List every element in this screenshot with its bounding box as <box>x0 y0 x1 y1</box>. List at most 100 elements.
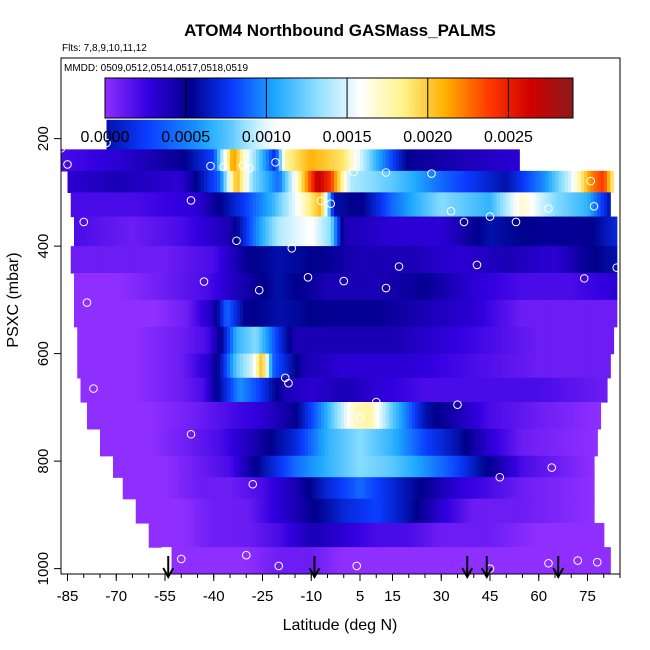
heatmap-cell <box>327 299 332 328</box>
heatmap-cell <box>535 377 540 403</box>
heatmap-cell <box>262 149 267 172</box>
heatmap-cell <box>421 170 426 193</box>
heatmap-cell <box>473 149 478 172</box>
heatmap-cell <box>246 326 251 355</box>
heatmap-cell <box>558 192 563 218</box>
heatmap-cell <box>184 326 189 355</box>
heatmap-cell <box>464 477 468 500</box>
heatmap-cell <box>171 402 176 430</box>
heatmap-cell <box>70 192 75 218</box>
heatmap-cell <box>509 377 514 403</box>
heatmap-cell <box>477 377 481 403</box>
heatmap-cell <box>382 192 387 218</box>
heatmap-cell <box>464 149 468 172</box>
heatmap-cell <box>158 216 163 247</box>
heatmap-cell <box>165 428 169 457</box>
heatmap-cell <box>100 353 104 379</box>
heatmap-cell <box>568 377 572 403</box>
heatmap-cell <box>343 477 348 500</box>
heatmap-cell <box>408 477 413 500</box>
heatmap-cell <box>594 522 598 548</box>
heatmap-cell <box>454 353 459 379</box>
heatmap-cell <box>486 455 491 478</box>
heatmap-cell <box>529 477 533 500</box>
heatmap-cell <box>483 192 488 218</box>
heatmap-cell <box>298 299 303 328</box>
heatmap-cell <box>301 246 306 274</box>
heatmap-cell <box>425 377 429 403</box>
heatmap-cell <box>473 192 478 218</box>
heatmap-cell <box>376 522 381 548</box>
heatmap-cell <box>356 299 361 328</box>
heatmap-cell <box>613 299 618 328</box>
heatmap-cell <box>509 170 514 193</box>
heatmap-cell <box>587 326 592 355</box>
heatmap-cell <box>236 273 241 301</box>
heatmap-cell <box>230 299 234 328</box>
heatmap-cell <box>288 477 293 500</box>
heatmap-cell <box>337 547 342 574</box>
heatmap-cell <box>275 522 280 548</box>
heatmap-cell <box>457 170 462 193</box>
heatmap-cell <box>178 498 182 524</box>
heatmap-cell <box>503 170 507 193</box>
heatmap-cell <box>324 353 329 379</box>
heatmap-cell <box>132 428 137 457</box>
heatmap-cell <box>363 246 368 274</box>
heatmap-cell <box>298 428 303 457</box>
heatmap-cell <box>246 522 251 548</box>
heatmap-cell <box>392 149 397 172</box>
heatmap-cell <box>249 326 254 355</box>
heatmap-cell <box>174 477 179 500</box>
heatmap-cell <box>574 547 579 574</box>
heatmap-cell <box>490 522 494 548</box>
heatmap-cell <box>402 216 407 247</box>
heatmap-cell <box>415 216 420 247</box>
heatmap-cell <box>165 273 169 301</box>
heatmap-cell <box>155 455 160 478</box>
heatmap-cell <box>155 119 160 150</box>
heatmap-cell <box>551 299 556 328</box>
heatmap-cell <box>353 216 358 247</box>
heatmap-cell <box>223 402 228 430</box>
heatmap-cell <box>256 216 260 247</box>
heatmap-cell <box>152 216 156 247</box>
heatmap-cell <box>207 428 212 457</box>
heatmap-cell <box>376 477 381 500</box>
heatmap-cell <box>262 299 267 328</box>
heatmap-cell <box>116 192 121 218</box>
heatmap-cell <box>321 299 325 328</box>
heatmap-cell <box>522 170 527 193</box>
heatmap-cell <box>577 353 582 379</box>
heatmap-cell <box>96 377 101 403</box>
heatmap-cell <box>428 246 433 274</box>
heatmap-cell <box>275 353 280 379</box>
heatmap-cell <box>148 149 153 172</box>
heatmap-cell <box>96 273 101 301</box>
heatmap-cell <box>116 149 121 172</box>
heatmap-cell <box>431 326 436 355</box>
heatmap-cell <box>597 522 602 548</box>
heatmap-cell <box>587 498 592 524</box>
heatmap-cell <box>246 216 251 247</box>
heatmap-cell <box>259 246 264 274</box>
heatmap-cell <box>538 216 543 247</box>
heatmap-cell <box>298 547 303 574</box>
heatmap-cell <box>366 192 371 218</box>
heatmap-cell <box>477 522 481 548</box>
heatmap-cell <box>317 377 322 403</box>
heatmap-cell <box>392 377 397 403</box>
heatmap-cell <box>490 149 494 172</box>
heatmap-cell <box>197 119 202 150</box>
heatmap-cell <box>428 428 433 457</box>
heatmap-cell <box>226 547 231 574</box>
heatmap-cell <box>103 149 108 172</box>
heatmap-cell <box>275 273 280 301</box>
heatmap-cell <box>239 170 244 193</box>
heatmap-cell <box>532 547 537 574</box>
heatmap-cell <box>470 353 475 379</box>
heatmap-cell <box>347 377 351 403</box>
heatmap-cell <box>529 522 533 548</box>
heatmap-cell <box>532 353 537 379</box>
heatmap-cell <box>298 377 303 403</box>
